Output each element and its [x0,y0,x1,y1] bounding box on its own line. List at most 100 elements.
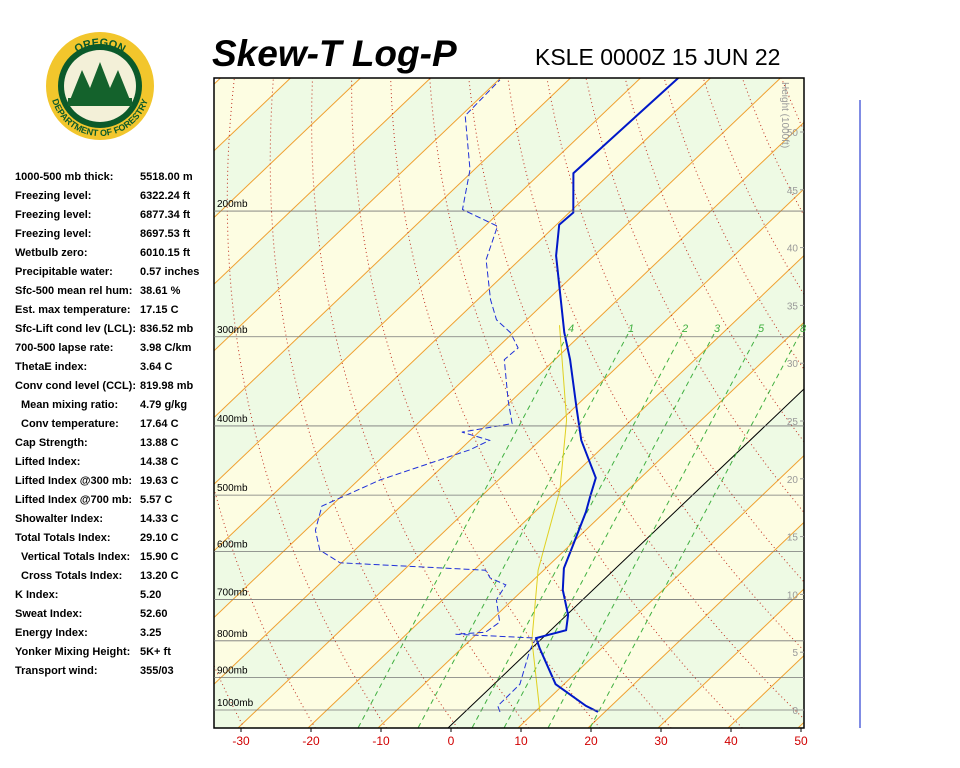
band [798,722,804,728]
mixing-ratio-line [503,333,715,728]
index-label: Lifted Index @300 mb: [15,475,132,487]
height-label: 25 [787,417,799,428]
index-value: 13.20 C [140,570,179,582]
index-label: Mean mixing ratio: [21,399,118,411]
index-label: K Index: [15,589,58,601]
isotherm [587,521,804,728]
index-value: 3.64 C [140,361,172,373]
index-label: Total Totals Index: [15,532,111,544]
index-value: 4.79 g/kg [140,399,187,411]
mixing-ratio-line [589,333,801,728]
x-tick-label: 40 [724,734,738,748]
index-value: 3.25 [140,627,161,639]
index-label: Freezing level: [15,228,91,240]
index-label: Cross Totals Index: [21,570,122,582]
dry-adiabat [429,78,743,728]
index-label: Precipitable water: [15,266,113,278]
height-axis-label: Height (1000ft) [779,82,790,148]
logo: OREGON DEPARTMENT OF FORESTRY [46,32,154,140]
isotherm [214,78,711,552]
index-value: 17.64 C [140,418,179,430]
index-value: 819.98 mb [140,380,193,392]
dry-adiabat [810,53,960,728]
isotherm [214,78,641,485]
index-value: 29.10 C [140,532,179,544]
x-tick-label: -30 [232,734,250,748]
mixing-ratio-label: 1 [628,323,634,335]
index-value: 38.61 % [140,285,181,297]
logo-top: OREGON [73,37,128,56]
index-label: Lifted Index: [15,456,80,468]
index-value: 5518.00 m [140,171,193,183]
mixing-ratio-line [357,333,569,728]
x-tick-label: 10 [514,734,528,748]
index-value: 0.57 inches [140,266,199,278]
logo-top-text: OREGON [73,37,128,56]
index-value: 13.88 C [140,437,179,449]
height-label: 10 [787,590,799,601]
pressure-label: 400mb [217,414,248,425]
isotherm [214,78,501,352]
temperature-line [534,78,680,713]
title: Skew-T Log-P [212,33,457,74]
pressure-label: 700mb [217,587,248,598]
height-label: 50 [787,128,799,139]
index-label: Yonker Mixing Height: [15,646,130,658]
index-label: Sfc-500 mean rel hum: [15,285,132,297]
x-tick-label: -10 [372,734,390,748]
index-value: 3.98 C/km [140,342,192,354]
isotherm [377,321,804,728]
mixing-ratio-line [471,333,683,728]
index-value: 355/03 [140,665,174,677]
height-label: 5 [792,648,798,659]
height-label: 20 [787,475,799,486]
index-value: 5.20 [140,589,161,601]
index-label: Vertical Totals Index: [21,551,130,563]
index-label: Lifted Index @700 mb: [15,494,132,506]
index-value: 14.38 C [140,456,179,468]
index-value: 5K+ ft [140,646,171,658]
parcel-line [531,325,568,712]
x-tick-label: 30 [654,734,668,748]
height-label: 40 [787,244,799,255]
mixing-ratio-label: 5 [758,323,765,335]
mixing-ratio-label: 8 [800,323,807,335]
index-value: 19.63 C [140,475,179,487]
dry-adiabat [311,78,530,728]
isotherm [307,254,804,728]
plot-area [214,53,960,728]
dry-adiabat [214,486,316,728]
mixing-ratio-label: 2 [681,323,688,335]
isotherm [214,78,571,419]
dry-adiabat [848,53,960,728]
index-value: 8697.53 ft [140,228,190,240]
isotherm [657,588,804,728]
overlay: 200mb 300mb 400mb 500mb 600mb 700mb 800mb 900mb… [214,82,808,748]
height-label: 0 [792,706,798,717]
height-label: 35 [787,301,799,312]
isotherm [797,721,804,728]
dry-adiabat [925,53,960,728]
pressure-label: 1000mb [217,698,254,709]
index-label: Energy Index: [15,627,88,639]
index-label: ThetaE index: [15,361,87,373]
index-value: 15.90 C [140,551,179,563]
index-value: 6877.34 ft [140,209,190,221]
dry-adiabat [886,53,960,728]
index-value: 836.52 mb [140,323,193,335]
isotherm [214,78,361,219]
index-label: Sweat Index: [15,608,82,620]
pressure-label: 800mb [217,629,248,640]
dry-adiabat [585,78,804,514]
pressure-label: 300mb [217,325,248,336]
band [214,78,804,685]
height-label: 15 [787,533,799,544]
index-label: Conv temperature: [21,418,119,430]
index-value: 52.60 [140,608,168,620]
isotherm [517,454,804,728]
x-tick-label: 50 [794,734,808,748]
x-tick-label: 0 [448,734,455,748]
zero-isotherm [447,388,804,728]
index-label: Sfc-Lift cond lev (LCL): [15,323,136,335]
